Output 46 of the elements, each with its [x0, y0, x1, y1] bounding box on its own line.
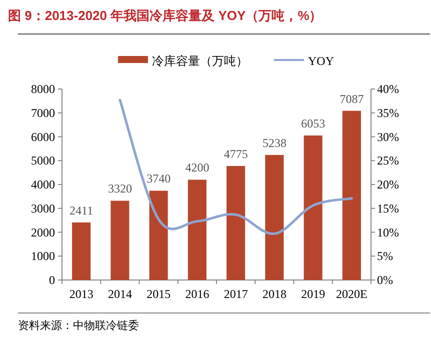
y2-tick-label: 35%: [377, 106, 399, 120]
y2-tick-label: 20%: [377, 178, 399, 192]
y2-tick-label: 5%: [377, 249, 393, 264]
bar: [226, 166, 246, 280]
x-tick-label: 2018: [262, 287, 286, 301]
chart-title: 图 9：2013-2020 年我国冷库容量及 YOY（万吨，%）: [8, 8, 322, 23]
y2-tick-label: 15%: [377, 201, 399, 216]
y-tick-label: 0: [49, 273, 55, 287]
y-tick-label: 2000: [31, 225, 55, 240]
y-tick-label: 4000: [31, 178, 55, 192]
data-label: 3320: [108, 182, 132, 196]
legend-label: 冷库容量（万吨）: [152, 54, 248, 68]
y2-tick-label: 40%: [377, 82, 399, 96]
x-tick-label: 2015: [146, 287, 171, 301]
bar: [110, 200, 130, 280]
text: 资料来源：中物联冷链委: [18, 319, 139, 332]
y-tick-label: 7000: [31, 106, 55, 120]
data-label: 4200: [185, 160, 210, 175]
bar: [265, 154, 284, 280]
y2-tick-label: 10%: [377, 225, 399, 240]
x-tick-label: 2013: [69, 287, 94, 301]
data-label: 7087: [340, 92, 364, 106]
y-tick-label: 1000: [31, 249, 55, 264]
y-tick-label: 8000: [31, 82, 55, 96]
data-label: 2411: [70, 203, 94, 218]
y-tick-label: 6000: [31, 130, 55, 144]
bar: [188, 180, 206, 280]
legend-label: YOY: [308, 54, 334, 68]
x-tick-label: 2020E: [336, 287, 368, 301]
x-tick-label: 2014: [108, 287, 132, 301]
y2-tick-label: 30%: [377, 130, 399, 144]
bar: [72, 222, 91, 280]
data-label: 6053: [301, 116, 326, 130]
y-tick-label: 3000: [31, 201, 55, 216]
y-tick-label: 5000: [31, 154, 55, 168]
data-label: 3740: [146, 172, 171, 186]
bar: [304, 135, 322, 280]
x-tick-label: 2016: [185, 287, 210, 301]
x-tick-label: 2017: [224, 287, 248, 301]
y2-tick-label: 0%: [377, 273, 393, 287]
data-label: 4775: [224, 146, 248, 161]
x-tick-label: 2019: [301, 287, 326, 301]
data-label: 5238: [262, 136, 286, 150]
y2-tick-label: 25%: [377, 154, 399, 168]
bar: [149, 190, 168, 280]
bar: [342, 110, 361, 280]
